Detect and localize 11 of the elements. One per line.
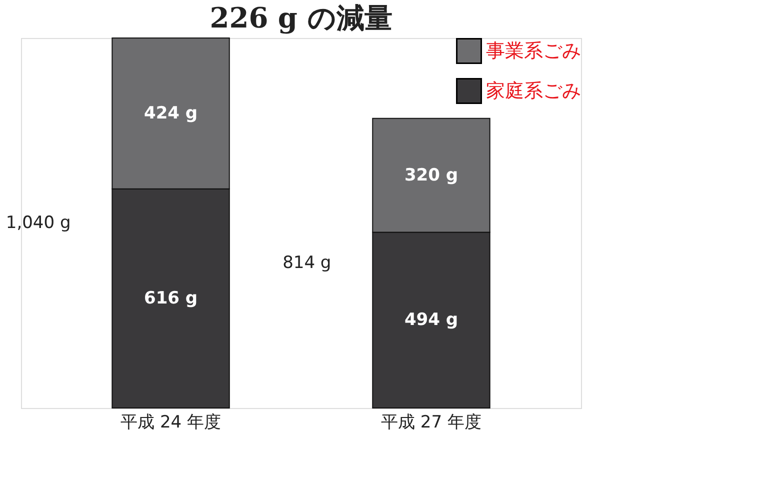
chart-title: 226 g の減量 [210, 2, 392, 34]
legend-label: 事業系ごみ [486, 40, 581, 62]
x-tick-label: 平成 27 年度 [381, 412, 482, 432]
data-label: 424 g [144, 103, 198, 124]
total-label: 1,040 g [6, 213, 71, 233]
x-tick-label: 平成 24 年度 [120, 412, 221, 432]
legend-label: 家庭系ごみ [486, 80, 581, 102]
data-label: 320 g [404, 165, 458, 186]
total-label: 814 g [282, 253, 332, 274]
data-label: 616 g [144, 288, 198, 308]
data-label: 494 g [404, 310, 458, 330]
